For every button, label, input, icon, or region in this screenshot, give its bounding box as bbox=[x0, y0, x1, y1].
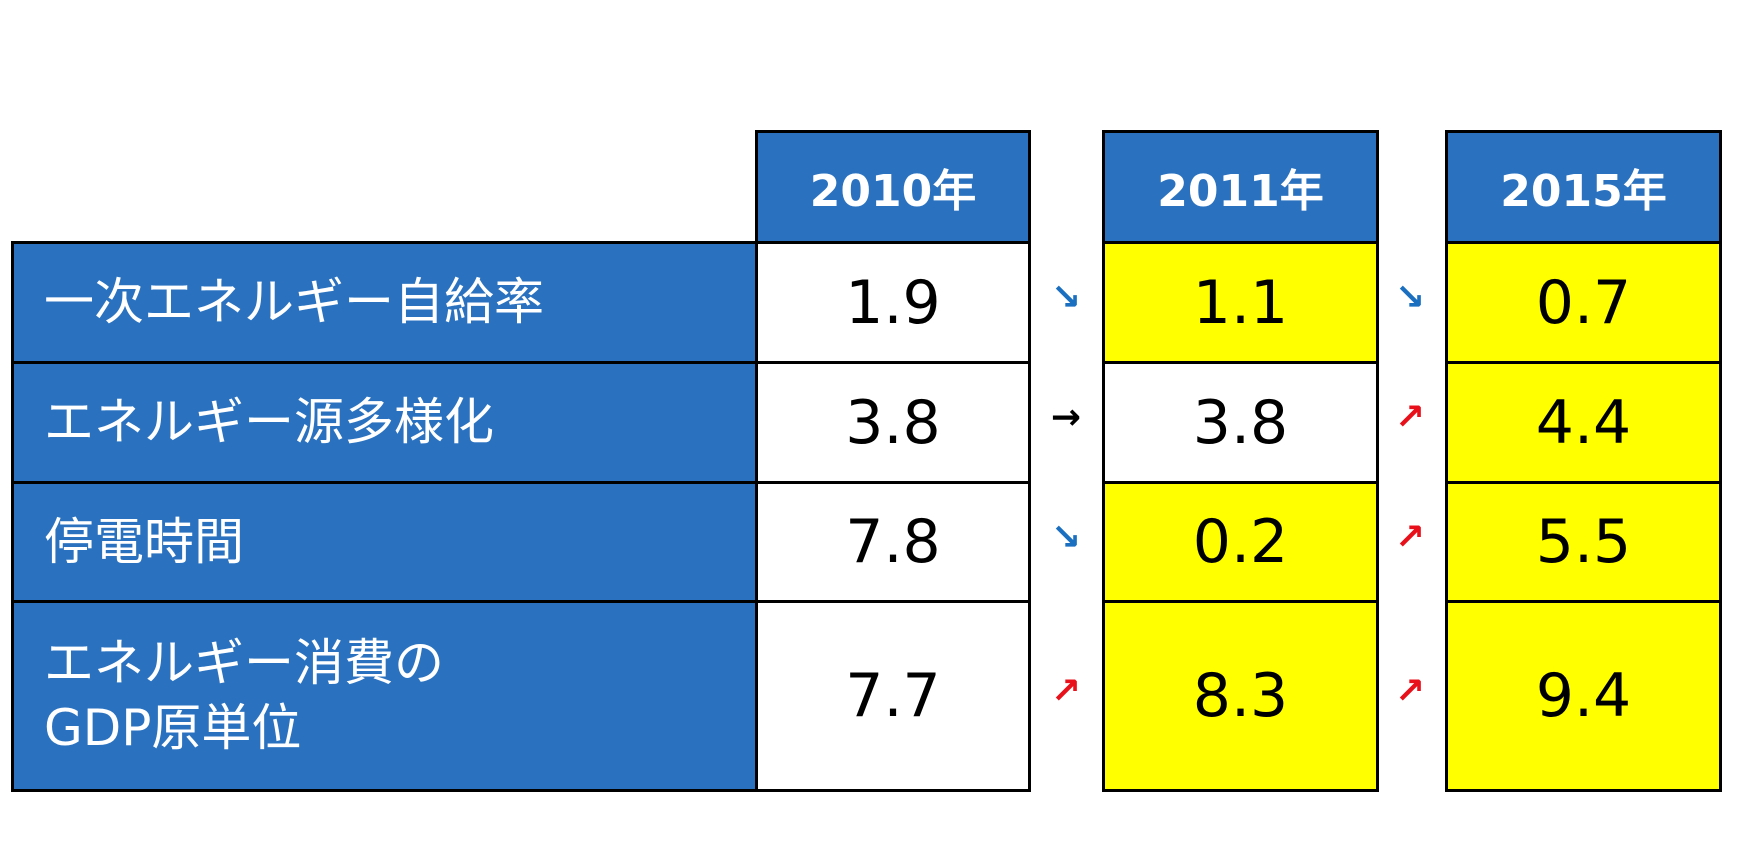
trend-arrow: ↗ bbox=[1050, 670, 1082, 712]
column-header: 2011年 bbox=[1102, 130, 1379, 244]
row-label: 一次エネルギー自給率 bbox=[11, 241, 758, 364]
row-label: 停電時間 bbox=[11, 481, 758, 603]
trend-arrow: ↘ bbox=[1050, 277, 1082, 318]
trend-arrow: ↗ bbox=[1394, 516, 1426, 558]
trend-arrow: ↗ bbox=[1394, 397, 1426, 438]
row-label: エネルギー源多様化 bbox=[11, 361, 758, 484]
value-cell: 5.5 bbox=[1445, 481, 1722, 603]
value-cell: 1.1 bbox=[1102, 241, 1379, 364]
row-label: エネルギー消費の GDP原単位 bbox=[11, 600, 758, 792]
value-cell: 7.8 bbox=[755, 481, 1031, 603]
trend-arrow: ↗ bbox=[1394, 670, 1426, 712]
value-cell: 0.2 bbox=[1102, 481, 1379, 603]
value-cell: 8.3 bbox=[1102, 600, 1379, 792]
value-cell: 3.8 bbox=[755, 361, 1031, 484]
value-cell: 9.4 bbox=[1445, 600, 1722, 792]
trend-arrow: ↘ bbox=[1050, 516, 1082, 558]
value-cell: 0.7 bbox=[1445, 241, 1722, 364]
column-header: 2010年 bbox=[755, 130, 1031, 244]
value-cell: 3.8 bbox=[1102, 361, 1379, 484]
column-header: 2015年 bbox=[1445, 130, 1722, 244]
value-cell: 1.9 bbox=[755, 241, 1031, 364]
trend-arrow: → bbox=[1050, 397, 1082, 438]
value-cell: 4.4 bbox=[1445, 361, 1722, 484]
trend-arrow: ↘ bbox=[1394, 277, 1426, 318]
value-cell: 7.7 bbox=[755, 600, 1031, 792]
